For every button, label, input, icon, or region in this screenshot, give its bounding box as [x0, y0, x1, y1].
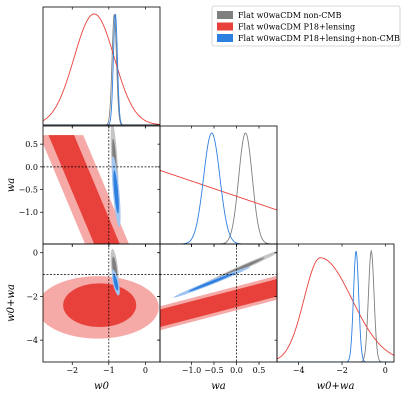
marginal-curve-noncmb: [43, 13, 160, 125]
legend-label-combined: Flat w0waCDM P18+lensing+non-CMB: [238, 34, 400, 43]
marginal-curve-combined: [43, 14, 160, 125]
legend-label-noncmb: Flat w0waCDM non-CMB: [238, 11, 342, 20]
tick-label: −1: [103, 366, 115, 375]
panel-wa_w0pwa: −1.0 −0.5 0.0 0.5: [157, 243, 278, 375]
contour68-p18: [48, 135, 120, 244]
legend-swatch-p18: [217, 22, 233, 31]
contour68-p18: [160, 278, 277, 328]
panel-frame: [159, 243, 278, 363]
tick-label: 0.5: [253, 366, 266, 375]
panel-w0_w0pwa: −2 −1 0 −4 −2 0: [26, 243, 161, 375]
marginal-curve-p18: [160, 169, 277, 211]
tick-label: 0.0: [25, 163, 38, 172]
panel-frame: [159, 125, 278, 245]
axis-label-w0pwa: w0+wa: [317, 381, 355, 392]
legend-box: [211, 5, 401, 47]
axis-label-wa: wa: [211, 381, 226, 392]
tick-label: −2: [336, 366, 348, 375]
marginal-w0pwa: −4 −2 0: [276, 243, 395, 375]
legend-label-p18: Flat w0waCDM P18+lensing: [238, 23, 355, 32]
contour68-p18: [63, 283, 137, 328]
tick-label: −2: [26, 292, 38, 301]
tick-label: −1.0: [19, 208, 38, 217]
marginal-w0: [42, 6, 161, 128]
tick-label: 0: [143, 366, 148, 375]
axis-label-wa: wa: [6, 178, 17, 193]
tick-label: −0.5: [19, 186, 38, 195]
tick-label: −1.0: [182, 366, 201, 375]
marginal-curve-p18: [277, 257, 394, 360]
legend-swatch-noncmb: [217, 11, 233, 19]
marginal-curve-combined: [160, 132, 277, 244]
tick-label: −4: [26, 336, 38, 345]
axis-label-w0pwa: w0+wa: [6, 284, 17, 322]
contour68-combined: [113, 274, 119, 291]
marginal-curve-noncmb: [277, 249, 394, 362]
contour68-combined: [188, 272, 236, 292]
tick-label: 0.0: [230, 366, 243, 375]
tick-label: −4: [293, 366, 305, 375]
marginal-curve-noncmb: [160, 132, 277, 244]
contour68-combined: [113, 170, 119, 214]
axis-label-w0: w0: [94, 381, 110, 392]
legend-swatch-combined: [217, 34, 233, 42]
marginal-wa: [159, 125, 278, 247]
tick-label: 0: [383, 366, 388, 375]
tick-label: −2: [66, 366, 78, 375]
tick-label: 0: [33, 249, 38, 258]
tick-label: −0.5: [204, 366, 223, 375]
marginal-curve-p18: [43, 13, 160, 125]
panel-frame: [42, 6, 161, 126]
legend: Flat w0waCDM non-CMB Flat w0waCDM P18+len…: [211, 5, 401, 47]
tick-label: 0.5: [25, 140, 38, 149]
panel-w0_wa: −1.0 −0.5 0.0 0.5: [19, 125, 161, 247]
